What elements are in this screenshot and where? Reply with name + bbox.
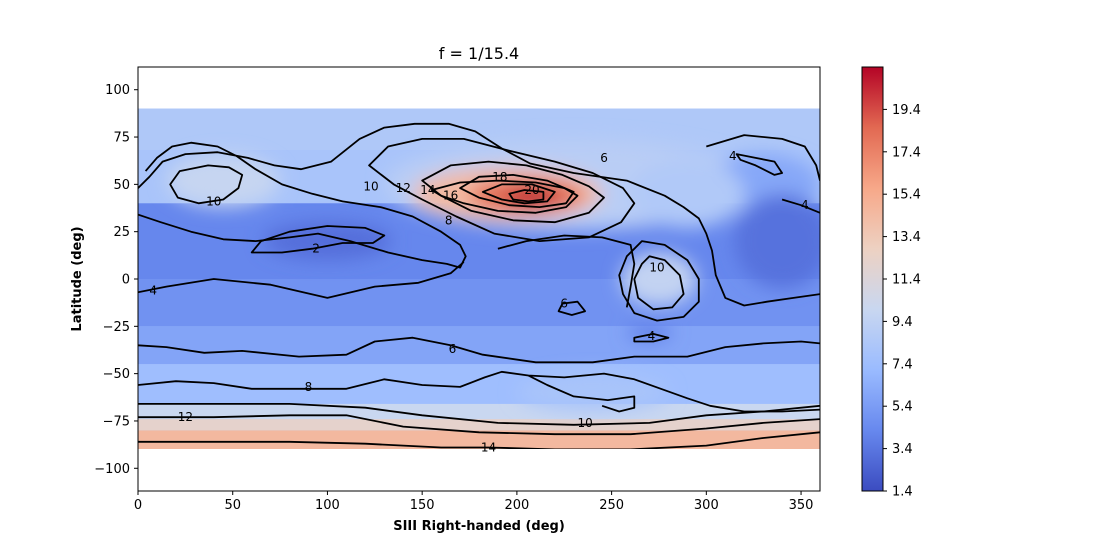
contour-label: 6: [600, 151, 608, 165]
contour-label: 4: [801, 198, 809, 212]
contour-label: 10: [649, 261, 664, 275]
colorbar-axis: 1.4 3.4 5.4 7.4 9.4 11.4 13.4 15.4 17.4 19.4: [883, 103, 921, 500]
contour-label: 8: [305, 380, 313, 394]
heatmap-blob: [630, 159, 745, 228]
heatmap-band: [138, 108, 820, 151]
x-tick-label: 250: [599, 498, 624, 513]
contour-line-10: [430, 179, 579, 214]
contour-line-8: [138, 370, 820, 413]
colorbar-tick-label: 11.4: [892, 273, 921, 288]
contour-label: 2: [312, 242, 320, 256]
x-tick-label: 350: [789, 498, 814, 513]
contour-line-18: [481, 183, 556, 205]
y-tick-label: 75: [113, 131, 130, 146]
x-tick-label: 100: [315, 498, 340, 513]
colorbar-tick-label: 9.4: [892, 315, 913, 330]
contour-line-10: [138, 403, 820, 426]
contour-line-12: [138, 414, 820, 436]
contour-line-6: [138, 336, 820, 364]
contour-line-4: [735, 153, 783, 176]
y-tick-label: 25: [113, 225, 130, 240]
heatmap-band: [138, 430, 820, 449]
heatmap-blob: [263, 222, 392, 261]
contour-line-10: [169, 164, 244, 205]
x-axis-label: SIII Right-handed (deg): [393, 519, 565, 534]
y-tick-label: −50: [103, 367, 130, 382]
contour-line-8: [527, 374, 636, 413]
y-tick-label: −75: [103, 414, 130, 429]
contour-label: 6: [449, 342, 457, 356]
contour-label: 4: [729, 149, 737, 163]
y-tick-label: −100: [94, 462, 130, 477]
x-tick-label: 0: [134, 498, 142, 513]
contour-line-20: [508, 189, 545, 203]
contour-label: 12: [178, 410, 193, 424]
contour-label: 6: [560, 297, 568, 311]
colorbar-tick-label: 13.4: [892, 230, 921, 245]
contour-line-4: [138, 261, 465, 299]
colorbar-tick-label: 5.4: [892, 400, 913, 415]
colorbar-tick-label: 7.4: [892, 357, 913, 372]
contour-line-4: [633, 333, 670, 343]
contour-labels: 10 2 4 10 12 14 16 18 20 8 6 4 4 10 6 4 6 8 12 10 14: [149, 149, 808, 455]
heatmap-blob: [734, 193, 820, 289]
colorbar-tick-label: 15.4: [892, 188, 921, 203]
contour-line-12: [421, 160, 605, 224]
colorbar-tick-label: 17.4: [892, 145, 921, 160]
contour-line-14: [368, 138, 636, 242]
contour-line-6: [557, 300, 586, 316]
x-tick-label: 50: [224, 498, 241, 513]
contour-label: 12: [396, 181, 411, 195]
colorbar-tick-label: 19.4: [892, 103, 921, 118]
colorbar-tick-label: 3.4: [892, 442, 913, 457]
contour-line-16: [459, 174, 575, 208]
contour-label: 4: [149, 283, 157, 297]
chart-title: f = 1/15.4: [439, 44, 519, 63]
heatmap-band: [138, 326, 820, 365]
contour-line-8: [618, 240, 700, 322]
contour-label: 8: [445, 213, 453, 227]
contour-label: 10: [206, 194, 221, 208]
contour-label: 10: [577, 416, 592, 430]
colorbar-tick-label: 1.4: [892, 485, 913, 500]
x-tick-label: 150: [410, 498, 435, 513]
contour-label: 10: [363, 179, 378, 193]
y-tick-label: −25: [103, 320, 130, 335]
y-axis-label: Latitude (deg): [70, 226, 85, 331]
y-tick-label: 0: [122, 273, 130, 288]
heatmap-band: [138, 279, 820, 327]
colorbar: [861, 66, 884, 492]
contour-line-4: [706, 134, 820, 181]
heatmap-band: [138, 364, 820, 404]
heatmap-field: [138, 108, 820, 449]
contour-line-10: [633, 255, 685, 311]
contour-line-2: [250, 225, 386, 254]
x-tick-label: 200: [504, 498, 529, 513]
contour-label: 16: [443, 189, 458, 203]
x-tick-label: 300: [694, 498, 719, 513]
y-axis: 100 75 50 25 0 −25 −50 −75 −100: [94, 83, 138, 477]
heatmap-band: [138, 419, 820, 431]
y-tick-label: 50: [113, 178, 130, 193]
x-axis: 0 50 100 150 200 250 300 350: [134, 491, 814, 513]
contour-label: 14: [420, 183, 435, 197]
contour-line-4: [781, 198, 820, 214]
y-tick-label: 100: [105, 83, 130, 98]
contour-line-14: [138, 431, 820, 449]
heatmap-blob: [516, 373, 669, 412]
contour-label: 4: [648, 329, 656, 343]
contour-label: 20: [524, 183, 539, 197]
contour-line-6: [138, 141, 467, 269]
contour-lines: [138, 122, 820, 449]
contour-label: 18: [492, 170, 507, 184]
contour-label: 14: [481, 440, 496, 454]
